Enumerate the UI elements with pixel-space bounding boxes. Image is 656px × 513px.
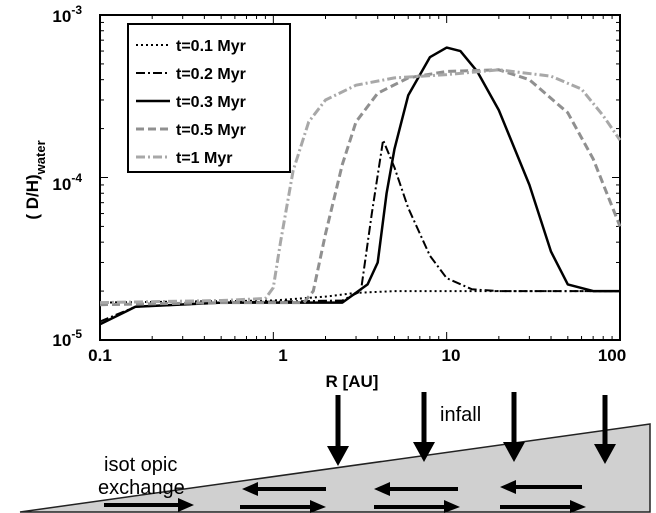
- exchange-arrows: [104, 480, 586, 513]
- exchange-arrow-head: [242, 482, 258, 496]
- legend-label: t=0.2 Myr: [176, 66, 246, 83]
- series-layer: [99, 46, 622, 326]
- infall-arrow-head: [594, 444, 616, 464]
- exchange-arrow-head: [178, 498, 194, 512]
- series-line-4: [99, 68, 622, 307]
- infall-label: infall: [440, 404, 481, 426]
- exchange-arrow-head: [570, 500, 586, 513]
- disk-schematic: infall isot opic exchange: [19, 392, 651, 513]
- exchange-arrow-head: [444, 500, 460, 513]
- exchange-arrow-head: [310, 500, 326, 513]
- exchange-arrow-head: [500, 480, 516, 494]
- series-line-3: [99, 46, 620, 326]
- exchange-arrow-head: [374, 482, 390, 496]
- svg-text:( D/H)water: ( D/H)water: [23, 140, 48, 219]
- y-axis-label-main: ( D/H): [23, 174, 42, 219]
- infall-arrow-head: [327, 446, 349, 466]
- exchange-label-line1: isot opic: [104, 454, 177, 476]
- x-tick-label: 100: [598, 346, 626, 365]
- series-line-1: [99, 290, 620, 304]
- x-axis-label: R [AU]: [326, 372, 379, 391]
- legend: t=0.1 Myr t=0.2 Myr t=0.3 Myr t=0.5 Myr …: [127, 23, 291, 173]
- y-axis-label: ( D/H)water: [23, 140, 48, 219]
- legend-box: [127, 23, 291, 173]
- exchange-label-line2: exchange: [98, 477, 185, 499]
- infall-arrows: [327, 392, 616, 466]
- y-axis-label-sub: water: [33, 140, 48, 175]
- legend-label: t=0.1 Myr: [176, 38, 246, 55]
- infall-arrow-head: [413, 442, 435, 462]
- tick-marks: [99, 15, 620, 341]
- legend-label: t=0.5 Myr: [176, 122, 246, 139]
- legend-label: t=1 Myr: [176, 150, 232, 167]
- y-tick-labels: 10-5 10-4 10-3: [52, 3, 82, 350]
- y-tick-label: 10-3: [52, 3, 82, 26]
- x-tick-label: 10: [442, 346, 461, 365]
- x-tick-label: 1: [278, 346, 287, 365]
- x-tick-labels: 0.1 1 10 100: [88, 346, 626, 365]
- y-tick-label: 10-4: [52, 171, 82, 194]
- legend-label: t=0.3 Myr: [176, 94, 246, 111]
- x-tick-label: 0.1: [88, 346, 112, 365]
- series-line-5: [99, 68, 622, 305]
- y-tick-label: 10-5: [52, 327, 82, 350]
- disk-wedge: [19, 423, 651, 513]
- infall-arrow-head: [503, 442, 525, 462]
